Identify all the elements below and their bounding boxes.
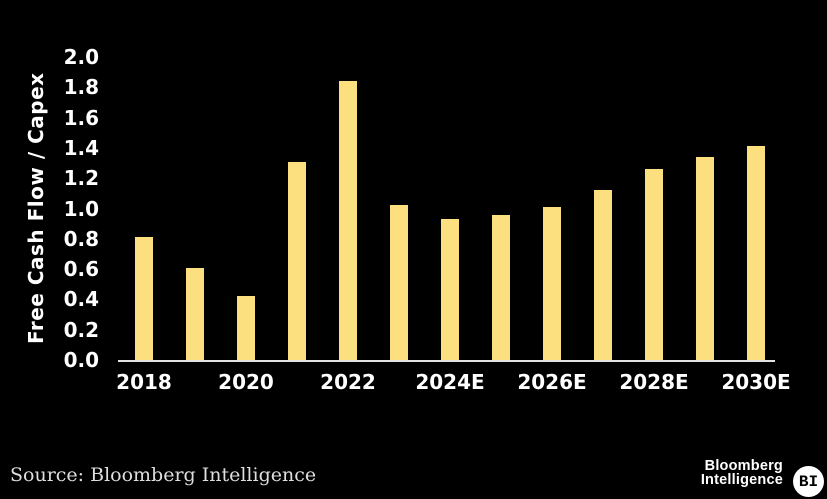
x-tick-label-2026E: 2026E xyxy=(517,370,587,394)
x-tick-label-2018: 2018 xyxy=(116,370,172,394)
bi-badge-icon: BI xyxy=(793,466,824,497)
bar-2026E xyxy=(543,207,561,360)
y-tick-label-0.2: 0.2 xyxy=(63,318,99,342)
bar-2018 xyxy=(135,237,153,360)
x-tick-label-2022: 2022 xyxy=(320,370,376,394)
bar-2024E xyxy=(441,219,459,360)
bar-2025E xyxy=(492,215,510,360)
bar-2020 xyxy=(237,296,255,360)
x-tick-label-2028E: 2028E xyxy=(619,370,689,394)
bar-2021 xyxy=(288,162,306,360)
bar-2030E xyxy=(747,146,765,360)
y-tick-label-0.8: 0.8 xyxy=(63,227,99,251)
y-tick-label-1.0: 1.0 xyxy=(63,197,99,221)
bar-2019 xyxy=(186,268,204,360)
bar-2027E xyxy=(594,190,612,360)
x-tick-label-2030E: 2030E xyxy=(721,370,791,394)
x-tick-label-2020: 2020 xyxy=(218,370,274,394)
y-tick-label-0.6: 0.6 xyxy=(63,257,99,281)
bar-2029E xyxy=(696,157,714,360)
y-tick-label-1.8: 1.8 xyxy=(63,75,99,99)
bar-2023 xyxy=(390,205,408,360)
bloomberg-intelligence-logo: Bloomberg Intelligence xyxy=(700,458,783,488)
y-tick-label-0.0: 0.0 xyxy=(63,348,99,372)
y-tick-label-1.6: 1.6 xyxy=(63,106,99,130)
logo-line-intelligence: Intelligence xyxy=(700,472,783,488)
source-text: Source: Bloomberg Intelligence xyxy=(10,464,317,486)
bar-2022 xyxy=(339,81,357,360)
y-tick-label-1.2: 1.2 xyxy=(63,166,99,190)
x-tick-label-2024E: 2024E xyxy=(415,370,485,394)
bar-2028E xyxy=(645,169,663,360)
y-tick-label-2.0: 2.0 xyxy=(63,45,99,69)
y-tick-label-1.4: 1.4 xyxy=(63,136,99,160)
logo-line-bloomberg: Bloomberg xyxy=(704,458,783,474)
y-tick-label-0.4: 0.4 xyxy=(63,287,99,311)
plot-area xyxy=(118,57,775,362)
